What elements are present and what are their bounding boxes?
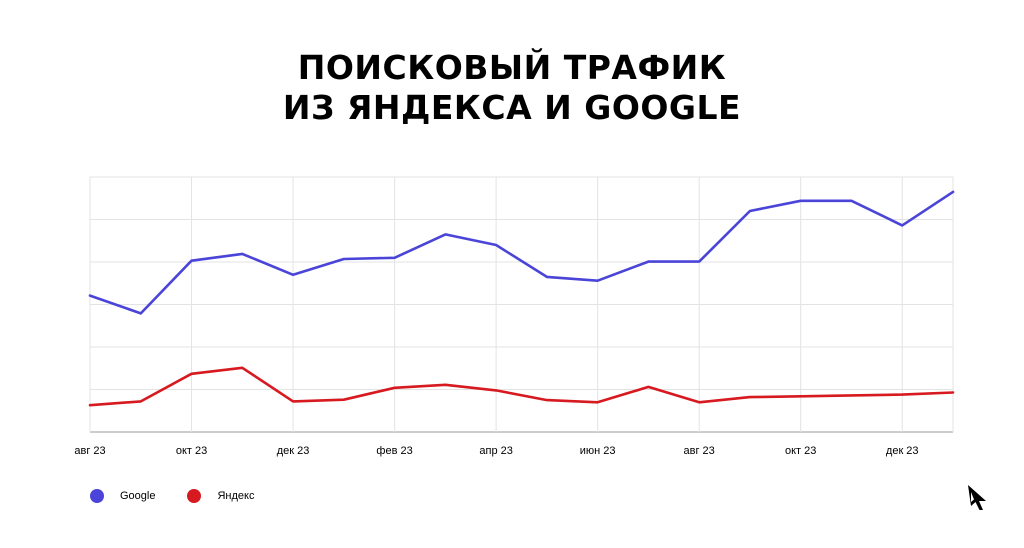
x-tick-label: окт 23 [785,445,816,457]
legend-item-yandex: Яндекс [187,489,254,503]
x-tick-label: фев 23 [376,445,412,457]
x-tick-label: дек 23 [886,445,919,457]
x-tick-label: окт 23 [176,445,207,457]
x-tick-label: июн 23 [580,445,616,457]
x-tick-label: авг 23 [74,445,105,457]
x-tick-label: апр 23 [479,445,512,457]
series-line-google [88,190,955,315]
legend-item-google: Google [90,489,155,503]
chart-title-line-2: ИЗ ЯНДЕКСА И GOOGLE [282,88,742,127]
legend-marker-yandex [187,489,202,503]
legend-label-yandex: Яндекс [217,490,255,502]
legend-marker-google [90,489,104,503]
legend-label-google: Google [120,490,156,502]
chart-title-line-1: ПОИСКОВЫЙ ТРАФИК [297,48,727,87]
chart-title: ПОИСКОВЫЙ ТРАФИК ИЗ ЯНДЕКСА И GOOGLE [0,48,1024,128]
x-tick-label: авг 23 [684,445,715,457]
x-tick-label: дек 23 [277,445,310,457]
legend: Google Яндекс [90,486,286,506]
series-line-яндекс [88,366,955,407]
brand-logo-icon [968,485,986,510]
